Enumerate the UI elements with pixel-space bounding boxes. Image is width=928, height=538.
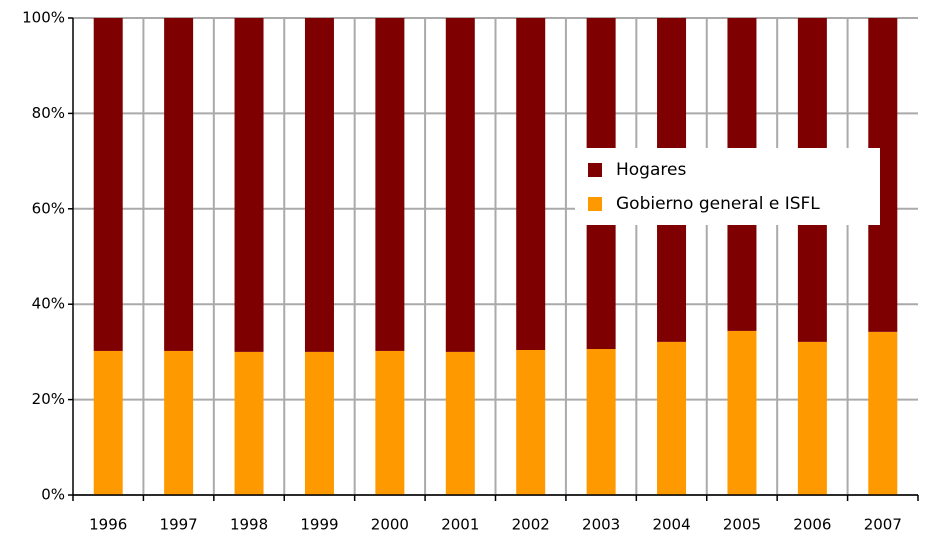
bar-segment (234, 18, 264, 352)
y-tick-label: 20% (32, 390, 65, 408)
legend-box (575, 148, 880, 225)
x-tick-label: 1999 (300, 516, 338, 534)
x-tick-label: 1996 (89, 516, 127, 534)
x-tick-label: 2000 (371, 516, 409, 534)
bar-segment (375, 350, 405, 495)
bar-segment (375, 18, 405, 351)
bar-segment (797, 341, 827, 495)
x-tick-label: 1997 (160, 516, 198, 534)
bar-segment (164, 350, 194, 495)
legend-label: Hogares (616, 160, 686, 180)
bar-segment (164, 18, 194, 351)
x-tick-label: 2007 (864, 516, 902, 534)
x-tick-label: 2005 (723, 516, 761, 534)
y-tick-label: 80% (32, 104, 65, 122)
y-tick-label: 60% (32, 199, 65, 217)
bar-segment (516, 18, 546, 350)
bar-segment (727, 330, 757, 495)
bar-segment (657, 341, 687, 495)
y-tick-label: 0% (41, 486, 65, 504)
bar-segment (304, 18, 334, 352)
bar-segment (868, 331, 898, 495)
x-tick-label: 2003 (582, 516, 620, 534)
x-tick-label: 2004 (652, 516, 690, 534)
bar-segment (516, 349, 546, 495)
x-tick-label: 2002 (512, 516, 550, 534)
legend-swatch (588, 197, 602, 211)
bar-segment (304, 351, 334, 495)
legend-label: Gobierno general e ISFL (616, 194, 820, 214)
legend-swatch (588, 163, 602, 177)
y-tick-label: 40% (32, 295, 65, 313)
bar-segment (445, 351, 475, 495)
bar-segment (93, 18, 123, 351)
y-tick-label: 100% (22, 9, 65, 27)
bar-segment (93, 350, 123, 495)
x-tick-label: 2006 (793, 516, 831, 534)
bar-segment (586, 349, 616, 495)
bar-segment (445, 18, 475, 352)
bar-segment (234, 351, 264, 495)
x-tick-label: 2001 (441, 516, 479, 534)
x-tick-label: 1998 (230, 516, 268, 534)
